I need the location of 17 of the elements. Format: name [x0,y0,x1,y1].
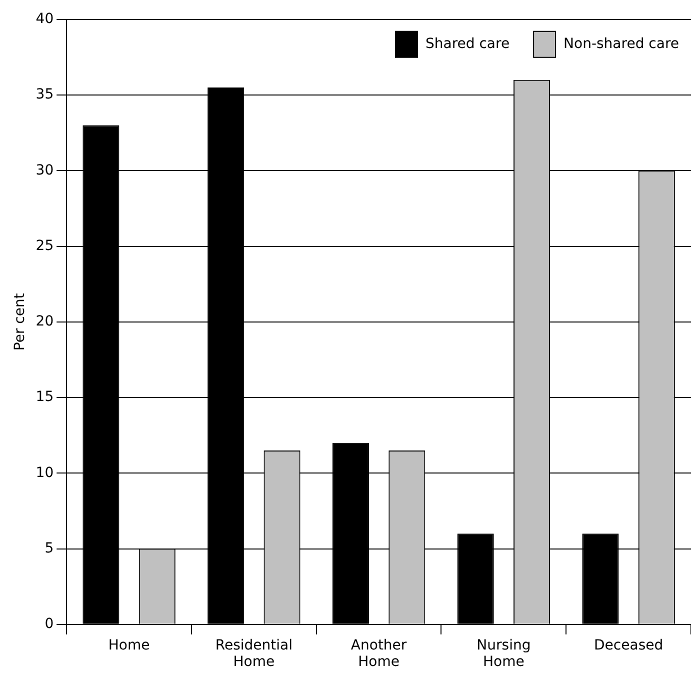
legend-label: Shared care [425,36,510,52]
x-tick-label: Nursing Home [476,637,531,670]
y-tick-label: 5 [44,540,54,556]
x-tick-label: Residential Home [215,637,292,670]
y-tick-label: 10 [36,464,54,481]
y-axis-title: Per cent [12,292,28,351]
y-tick-label: 15 [36,389,54,406]
y-tick-label: 0 [44,616,54,632]
x-tick-label: Home [108,637,150,654]
x-tick-label: Deceased [594,637,664,654]
y-tick-label: 35 [36,86,54,103]
y-tick-label: 25 [36,238,54,254]
y-tick-label: 20 [36,314,54,330]
legend-label: Non-shared care [564,36,680,52]
x-tick-label: Another Home [350,637,407,670]
y-tick-label: 30 [36,162,54,178]
y-tick-label: 40 [36,11,54,28]
